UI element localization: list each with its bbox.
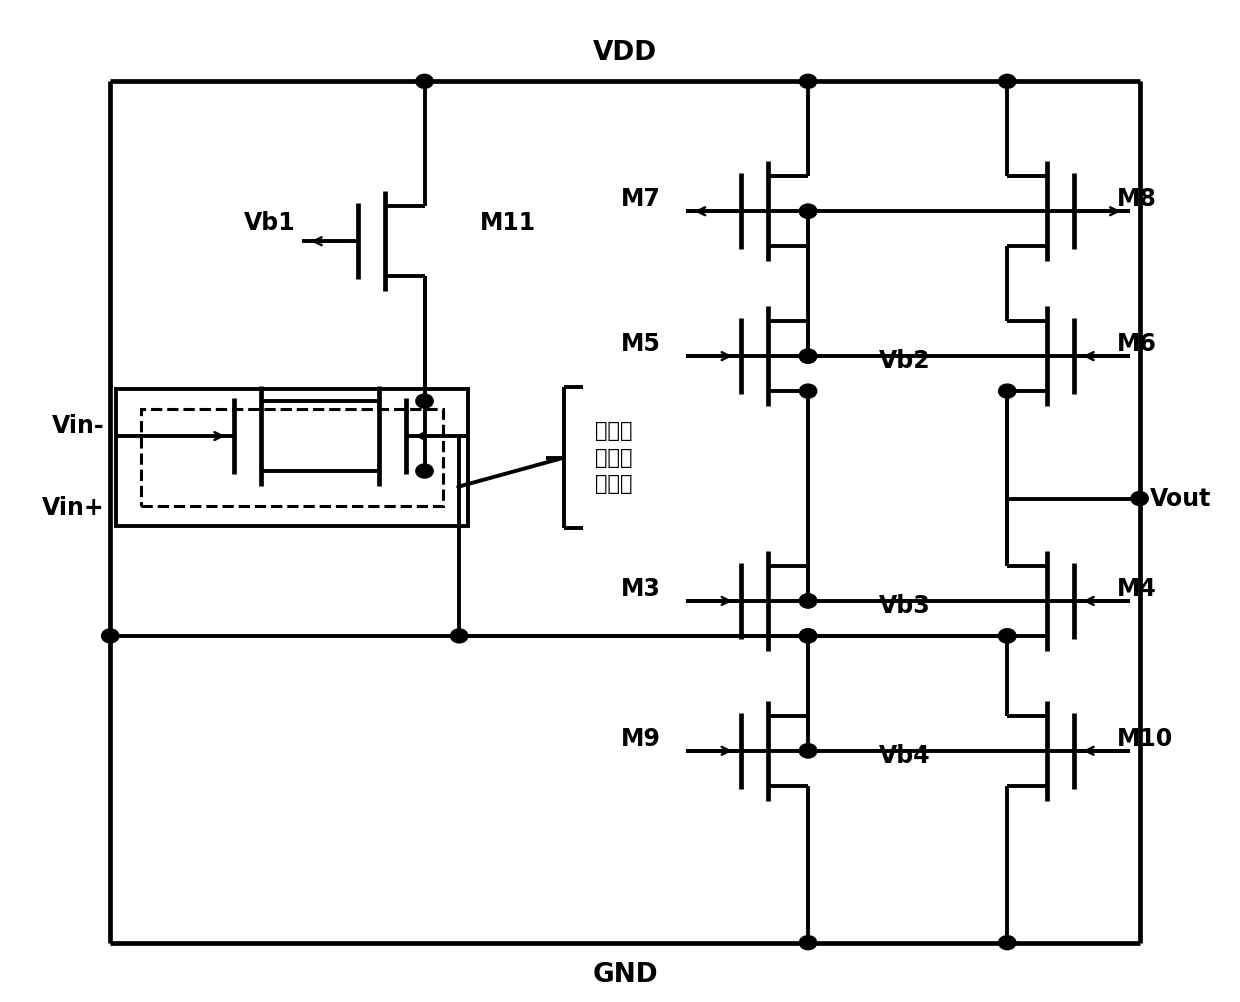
Text: Vb2: Vb2	[879, 349, 930, 373]
Text: M5: M5	[621, 332, 661, 356]
Text: Vb1: Vb1	[244, 211, 296, 235]
Circle shape	[415, 74, 433, 88]
Circle shape	[800, 743, 817, 758]
Text: 衬底驱
动输入
差分对: 衬底驱 动输入 差分对	[595, 421, 632, 494]
Text: Vin-: Vin-	[51, 414, 104, 438]
Circle shape	[998, 629, 1016, 643]
Text: M8: M8	[1117, 187, 1157, 211]
Circle shape	[800, 349, 817, 363]
Circle shape	[800, 74, 817, 88]
Bar	[117, 389, 467, 526]
Text: Vb3: Vb3	[879, 594, 930, 618]
Circle shape	[800, 936, 817, 950]
Circle shape	[998, 384, 1016, 398]
Text: M11: M11	[480, 211, 537, 235]
Text: M10: M10	[1117, 726, 1173, 750]
Circle shape	[800, 629, 817, 643]
Circle shape	[800, 743, 817, 758]
Circle shape	[800, 349, 817, 363]
Text: M7: M7	[621, 187, 661, 211]
Text: M3: M3	[621, 577, 661, 601]
Circle shape	[800, 384, 817, 398]
Text: M9: M9	[621, 726, 661, 750]
Circle shape	[800, 594, 817, 608]
Text: GND: GND	[593, 962, 657, 988]
Circle shape	[450, 629, 467, 643]
Circle shape	[998, 74, 1016, 88]
Circle shape	[1131, 492, 1148, 505]
Circle shape	[998, 936, 1016, 950]
Circle shape	[800, 204, 817, 218]
Circle shape	[415, 394, 433, 408]
Text: Vout: Vout	[1149, 487, 1211, 510]
Bar	[141, 409, 443, 506]
Text: Vin+: Vin+	[41, 496, 104, 520]
Circle shape	[998, 629, 1016, 643]
Circle shape	[800, 594, 817, 608]
Circle shape	[102, 629, 119, 643]
Text: VDD: VDD	[593, 40, 657, 66]
Text: M6: M6	[1117, 332, 1157, 356]
Circle shape	[800, 629, 817, 643]
Text: M4: M4	[1117, 577, 1157, 601]
Text: Vb4: Vb4	[879, 743, 930, 768]
Circle shape	[800, 204, 817, 218]
Circle shape	[415, 464, 433, 478]
